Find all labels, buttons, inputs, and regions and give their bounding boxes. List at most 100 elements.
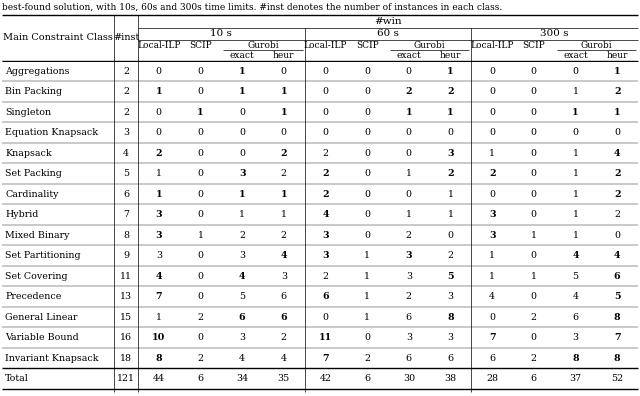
Text: 6: 6: [406, 354, 412, 363]
Text: 34: 34: [236, 374, 248, 383]
Text: Hybrid: Hybrid: [5, 210, 38, 219]
Text: 0: 0: [531, 169, 537, 178]
Text: 3: 3: [239, 333, 245, 342]
Text: 3: 3: [447, 149, 454, 158]
Text: 10 s: 10 s: [211, 29, 232, 38]
Text: 0: 0: [156, 128, 162, 137]
Text: 1: 1: [447, 190, 454, 199]
Text: 0: 0: [406, 149, 412, 158]
Text: best-found solution, with 10s, 60s and 300s time limits. #inst denotes the numbe: best-found solution, with 10s, 60s and 3…: [2, 3, 502, 12]
Text: 42: 42: [319, 374, 332, 383]
Text: Mixed Binary: Mixed Binary: [5, 231, 70, 240]
Text: 2: 2: [489, 169, 495, 178]
Text: 0: 0: [447, 231, 454, 240]
Text: 3: 3: [239, 251, 245, 260]
Text: 0: 0: [489, 313, 495, 322]
Text: 0: 0: [489, 87, 495, 96]
Text: 0: 0: [198, 169, 204, 178]
Text: 2: 2: [198, 313, 204, 322]
Text: 0: 0: [364, 149, 370, 158]
Text: 8: 8: [572, 354, 579, 363]
Text: 2: 2: [447, 251, 454, 260]
Text: 0: 0: [156, 108, 162, 117]
Text: 1: 1: [280, 87, 287, 96]
Text: 2: 2: [614, 190, 620, 199]
Text: 7: 7: [614, 333, 620, 342]
Text: 3: 3: [156, 251, 162, 260]
Text: 0: 0: [198, 272, 204, 281]
Text: 30: 30: [403, 374, 415, 383]
Text: 1: 1: [280, 190, 287, 199]
Text: 2: 2: [364, 354, 370, 363]
Text: 3: 3: [406, 272, 412, 281]
Text: 0: 0: [239, 149, 245, 158]
Text: 1: 1: [156, 87, 162, 96]
Text: 6: 6: [281, 292, 287, 301]
Text: 7: 7: [489, 333, 495, 342]
Text: 2: 2: [614, 210, 620, 219]
Text: 0: 0: [531, 128, 537, 137]
Text: 0: 0: [323, 128, 328, 137]
Text: 6: 6: [447, 354, 454, 363]
Text: 1: 1: [281, 210, 287, 219]
Text: heur: heur: [607, 51, 628, 61]
Text: 16: 16: [120, 333, 132, 342]
Text: 1: 1: [573, 169, 579, 178]
Text: exact: exact: [396, 51, 421, 61]
Text: SCIP: SCIP: [356, 41, 378, 50]
Text: 4: 4: [239, 354, 245, 363]
Text: 4: 4: [614, 149, 620, 158]
Text: Gurobi: Gurobi: [247, 41, 279, 50]
Text: 6: 6: [489, 354, 495, 363]
Text: 0: 0: [489, 67, 495, 76]
Text: 2: 2: [156, 149, 162, 158]
Text: 0: 0: [364, 67, 370, 76]
Text: 0: 0: [406, 190, 412, 199]
Text: 2: 2: [123, 87, 129, 96]
Text: 4: 4: [614, 251, 620, 260]
Text: 3: 3: [406, 333, 412, 342]
Text: 0: 0: [531, 251, 537, 260]
Text: 2: 2: [614, 87, 620, 96]
Text: 1: 1: [614, 108, 620, 117]
Text: 5: 5: [447, 272, 454, 281]
Text: 4: 4: [123, 149, 129, 158]
Text: 1: 1: [531, 272, 537, 281]
Text: 1: 1: [573, 231, 579, 240]
Text: 121: 121: [117, 374, 135, 383]
Text: 0: 0: [364, 210, 370, 219]
Text: 0: 0: [573, 128, 579, 137]
Text: 2: 2: [322, 190, 329, 199]
Text: 0: 0: [364, 108, 370, 117]
Text: 3: 3: [447, 292, 454, 301]
Text: 18: 18: [120, 354, 132, 363]
Text: 0: 0: [281, 128, 287, 137]
Text: 8: 8: [614, 354, 620, 363]
Text: 11: 11: [120, 272, 132, 281]
Text: 4: 4: [156, 272, 162, 281]
Text: 15: 15: [120, 313, 132, 322]
Text: 0: 0: [531, 292, 537, 301]
Text: 4: 4: [573, 292, 579, 301]
Text: 37: 37: [570, 374, 582, 383]
Text: Precedence: Precedence: [5, 292, 61, 301]
Text: Local-ILP: Local-ILP: [304, 41, 348, 50]
Text: 0: 0: [198, 67, 204, 76]
Text: 0: 0: [531, 149, 537, 158]
Text: 0: 0: [239, 128, 245, 137]
Text: 0: 0: [323, 313, 328, 322]
Text: Local-ILP: Local-ILP: [137, 41, 180, 50]
Text: 1: 1: [156, 169, 162, 178]
Text: 2: 2: [123, 108, 129, 117]
Text: 6: 6: [572, 313, 579, 322]
Text: #win: #win: [374, 17, 402, 26]
Text: 6: 6: [123, 190, 129, 199]
Text: 3: 3: [281, 272, 287, 281]
Text: 0: 0: [198, 251, 204, 260]
Text: 0: 0: [489, 128, 495, 137]
Text: 1: 1: [239, 87, 246, 96]
Text: 5: 5: [239, 292, 245, 301]
Text: 0: 0: [531, 333, 537, 342]
Text: Local-ILP: Local-ILP: [470, 41, 514, 50]
Text: 1: 1: [406, 210, 412, 219]
